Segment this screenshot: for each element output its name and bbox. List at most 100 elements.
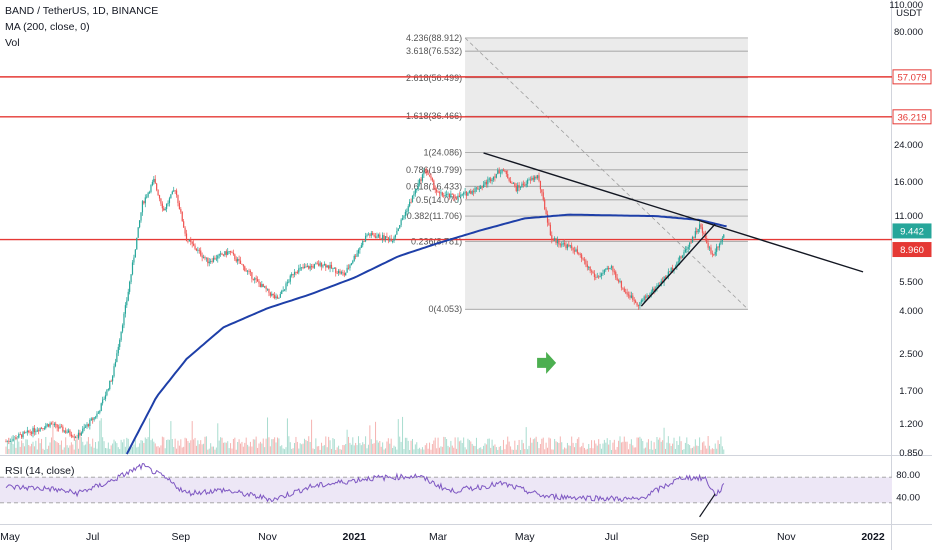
candle-body [546,214,549,223]
candle-body [590,270,593,272]
candle-body [670,267,672,272]
candle-body [234,254,236,260]
candle-body [21,434,23,438]
candle-body [160,198,162,204]
candle-body [113,366,115,377]
volume-bar [75,439,77,454]
candle-body [130,274,132,283]
volume-bar [284,449,286,454]
volume-indicator-label[interactable]: Vol [5,37,20,49]
candle-body [359,247,361,250]
volume-bar [521,439,523,454]
candle-body [596,276,598,278]
price-tick-label: 4.000 [899,306,923,317]
candle-body [384,236,387,240]
candle-body [93,417,95,420]
candle-body [399,225,401,229]
rsi-indicator-label[interactable]: RSI (14, close) [5,465,75,477]
candle-body [355,255,357,257]
volume-bar [278,438,280,454]
candle-body [588,266,590,268]
volume-bar [585,449,587,454]
candle-body [286,282,289,284]
volume-bar [359,443,361,454]
volume-bar [390,438,392,454]
volume-bar [522,443,524,454]
volume-bar [646,442,648,454]
candle-body [63,430,65,432]
candle-body [285,283,287,290]
candle-body [458,195,460,197]
candle-body [671,267,674,271]
volume-bar [605,442,607,454]
candle-body [40,427,43,429]
candle-body [215,258,217,260]
time-tick-label: Nov [258,531,277,543]
volume-bar [362,442,364,454]
candle-body [696,231,698,233]
volume-bar [669,443,671,454]
volume-bar [556,442,558,454]
volume-bar [237,441,239,454]
volume-bar [286,418,288,454]
candle-body [562,243,564,245]
candle-body [353,255,355,261]
volume-bar [410,440,412,454]
volume-bar [504,449,506,454]
candle-body [502,169,505,171]
candle-body [242,264,244,267]
candle-body [151,181,153,186]
volume-bar [394,446,396,454]
volume-bar [575,443,577,454]
volume-bar [8,448,10,454]
candle-body [173,190,175,192]
candle-body [224,251,226,256]
candle-body [700,224,702,228]
volume-bar [433,440,435,454]
price-tick-label: 110.000 [889,0,923,11]
candle-body [699,224,701,229]
candle-body [669,271,671,273]
candle-body [146,196,148,198]
volume-bar [458,441,460,454]
volume-bar [120,439,122,454]
candle-body [620,281,623,288]
candle-body [269,292,271,296]
candle-body [335,267,337,273]
candle-body [565,244,567,249]
green-arrow-icon [537,351,557,374]
candle-body [299,267,301,269]
volume-bar [377,442,379,454]
candle-body [464,191,466,193]
candle-body [379,234,381,239]
symbol-title[interactable]: BAND / TetherUS, 1D, BINANCE [5,5,159,17]
volume-bar [214,449,216,454]
volume-bar [204,436,206,454]
volume-bar [42,448,44,454]
candle-body [244,266,246,271]
candle-body [5,441,7,443]
volume-bar [77,448,79,454]
candle-body [481,186,483,188]
candle-body [401,218,404,220]
candle-body [440,192,442,194]
volume-bar [463,437,465,454]
volume-bar [396,449,398,454]
volume-bar [444,437,446,454]
candle-body [97,412,99,414]
candle-body [309,266,311,269]
volume-bar [131,446,133,454]
volume-bar [129,448,131,454]
candle-body [178,203,180,210]
time-tick-label: May [0,531,21,543]
candle-body [126,300,128,306]
ma-indicator-label[interactable]: MA (200, close, 0) [5,21,90,33]
candle-body [561,244,563,246]
trendline [640,223,716,307]
volume-bar [282,448,284,454]
volume-bar [25,439,27,454]
candle-body [419,179,421,184]
volume-bar [299,443,301,454]
candle-body [256,279,259,282]
